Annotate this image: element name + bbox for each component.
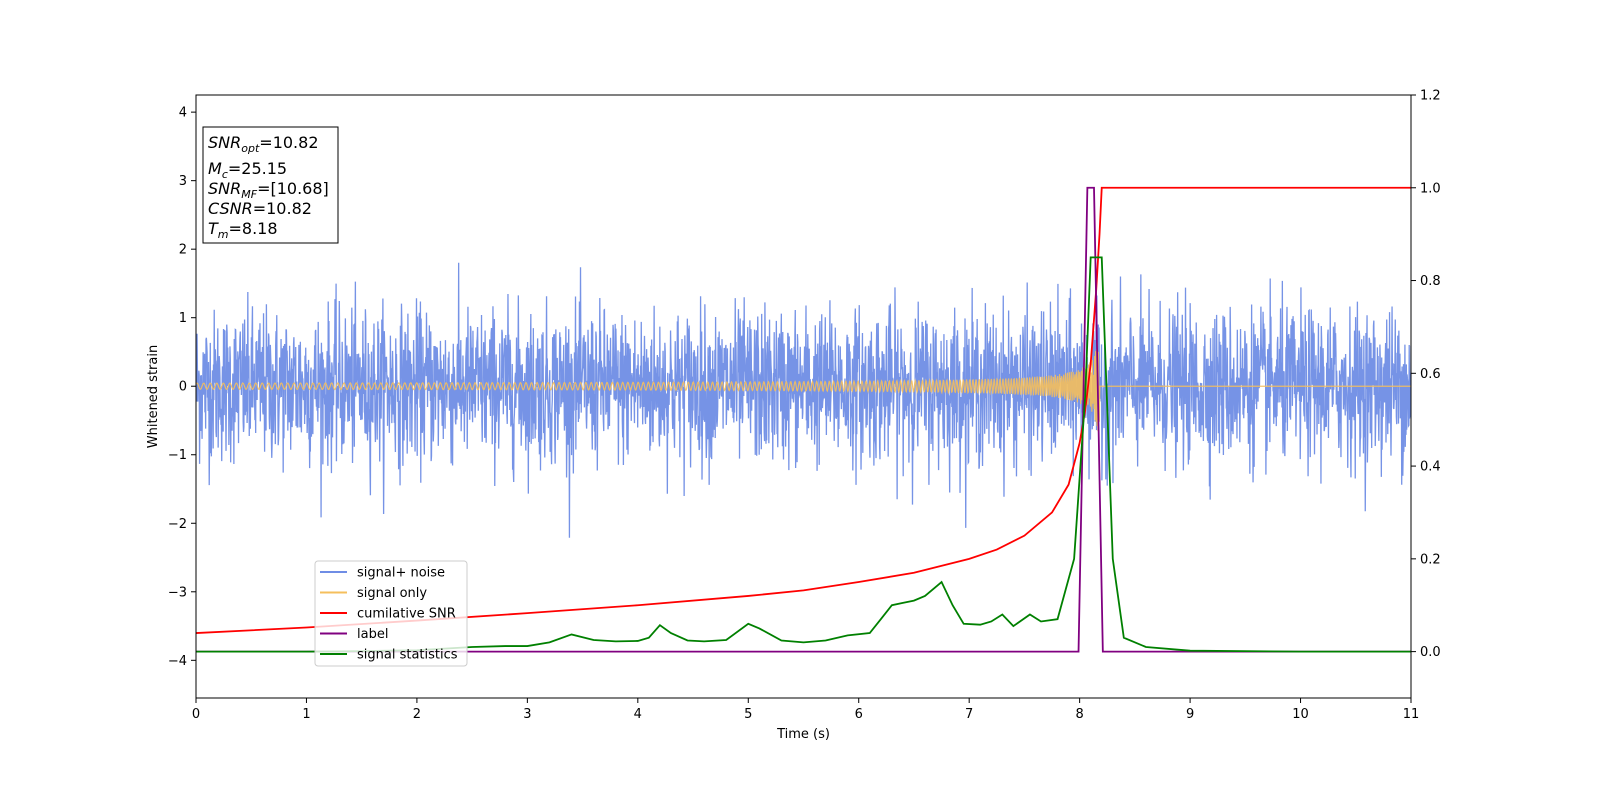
series-signal-only-line xyxy=(196,342,1411,432)
y-tick-label-right: 0.6 xyxy=(1420,367,1441,382)
x-tick-label: 3 xyxy=(523,707,531,722)
y-tick-label-left: 0 xyxy=(179,380,187,395)
y-tick-label-right: 0.8 xyxy=(1420,274,1441,289)
x-axis-label: Time (s) xyxy=(776,727,830,742)
axes: 0 1 2 3 4 5 6 7 8 9 10 11 −4 −3 −2 −1 0 1 2 3 4 0.0 0.2 0.4 0.6 0… xyxy=(146,89,1441,743)
y-axis-label: Whitened strain xyxy=(146,345,161,448)
series-signal-statistics-line xyxy=(196,256,1411,653)
legend: signal+ noise signal only cumilative SNR la… xyxy=(314,560,468,667)
y-tick-label-right: 0.2 xyxy=(1420,552,1441,567)
y-tick-label-left: −4 xyxy=(168,654,187,669)
y-tick-label-right: 0.4 xyxy=(1420,460,1441,475)
plot-area xyxy=(196,186,1411,653)
info-box-frame xyxy=(202,126,339,244)
y-tick-label-right: 1.2 xyxy=(1420,89,1441,104)
y-tick-label-right: 0.0 xyxy=(1420,645,1441,660)
x-tick-label: 8 xyxy=(1075,707,1083,722)
legend-cumulative-snr-text: cumilative SNR xyxy=(357,607,456,622)
y-tick-label-left: 4 xyxy=(179,106,187,121)
legend-signal-noise-text: signal+ noise xyxy=(357,566,445,581)
y-tick-label-left: 3 xyxy=(179,174,187,189)
info-box: SNRopt=10.82 Mc=25.15SNRMF=[10.68]CSNR=10… xyxy=(202,126,339,244)
x-tick-label: 5 xyxy=(744,707,752,722)
y-tick-label-left: 1 xyxy=(179,311,187,326)
legend-signal-statistics-text: signal statistics xyxy=(357,648,458,663)
info-box-tm: Tm=8.18 xyxy=(208,219,278,241)
x-tick-label: 6 xyxy=(855,707,863,722)
series-signal-noise-line xyxy=(196,262,1411,538)
y-tick-label-left: −3 xyxy=(168,585,187,600)
x-tick-label: 2 xyxy=(413,707,421,722)
info-box-mc: Mc=25.15 xyxy=(208,159,287,181)
legend-signal-only-text: signal only xyxy=(357,586,427,601)
x-tick-label: 9 xyxy=(1186,707,1194,722)
info-box-csnr: CSNR=10.82 xyxy=(208,199,312,218)
series-label-line xyxy=(196,186,1411,653)
info-box-snr-mf: SNRMF=[10.68] xyxy=(208,179,329,201)
info-box-snr-opt: SNRopt=10.82 xyxy=(208,133,319,155)
y-tick-label-left: −2 xyxy=(168,517,187,532)
y-tick-label-left: −1 xyxy=(168,448,187,463)
x-tick-label: 10 xyxy=(1292,707,1309,722)
series-cumulative-snr-line xyxy=(196,186,1411,634)
legend-frame xyxy=(314,560,468,667)
legend-label-text: label xyxy=(357,627,388,642)
y-tick-label-right: 1.0 xyxy=(1420,181,1441,196)
x-tick-label: 4 xyxy=(634,707,642,722)
y-tick-label-left: 2 xyxy=(179,243,187,258)
plot-frame xyxy=(195,94,1412,699)
x-tick-label: 11 xyxy=(1403,707,1420,722)
x-tick-label: 0 xyxy=(192,707,200,722)
x-tick-label: 7 xyxy=(965,707,973,722)
x-tick-label: 1 xyxy=(302,707,310,722)
